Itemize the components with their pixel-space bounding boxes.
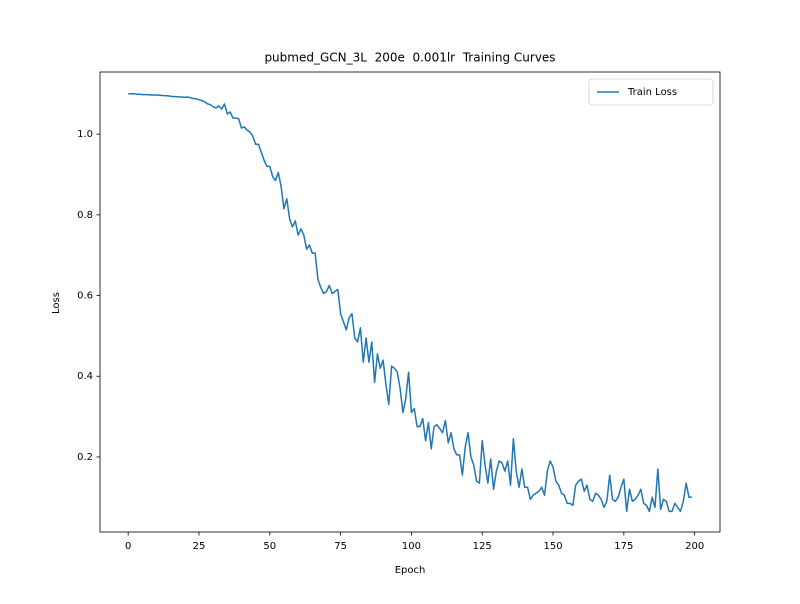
x-tick-label: 150 <box>543 541 562 552</box>
y-tick-label: 1.0 <box>77 129 93 140</box>
legend-label: Train Loss <box>627 87 677 98</box>
x-tick-label: 0 <box>125 541 131 552</box>
plot-frame <box>99 71 721 533</box>
y-tick-label: 0.2 <box>77 452 93 463</box>
y-tick-label: 0.8 <box>77 210 93 221</box>
x-tick-label: 25 <box>193 541 206 552</box>
y-tick-label: 0.6 <box>77 291 93 302</box>
y-tick-label: 0.4 <box>77 371 93 382</box>
chart-title: pubmed_GCN_3L 200e 0.001lr Training Curv… <box>264 51 555 65</box>
x-tick-label: 200 <box>685 541 704 552</box>
x-tick-label: 100 <box>402 541 421 552</box>
x-tick-label: 50 <box>263 541 276 552</box>
x-tick-label: 175 <box>614 541 633 552</box>
x-tick-label: 75 <box>334 541 347 552</box>
y-axis-label: Loss <box>51 292 62 314</box>
x-axis-label: Epoch <box>395 565 426 576</box>
line-series <box>128 93 692 513</box>
legend-box <box>588 78 714 106</box>
x-tick-label: 125 <box>473 541 492 552</box>
